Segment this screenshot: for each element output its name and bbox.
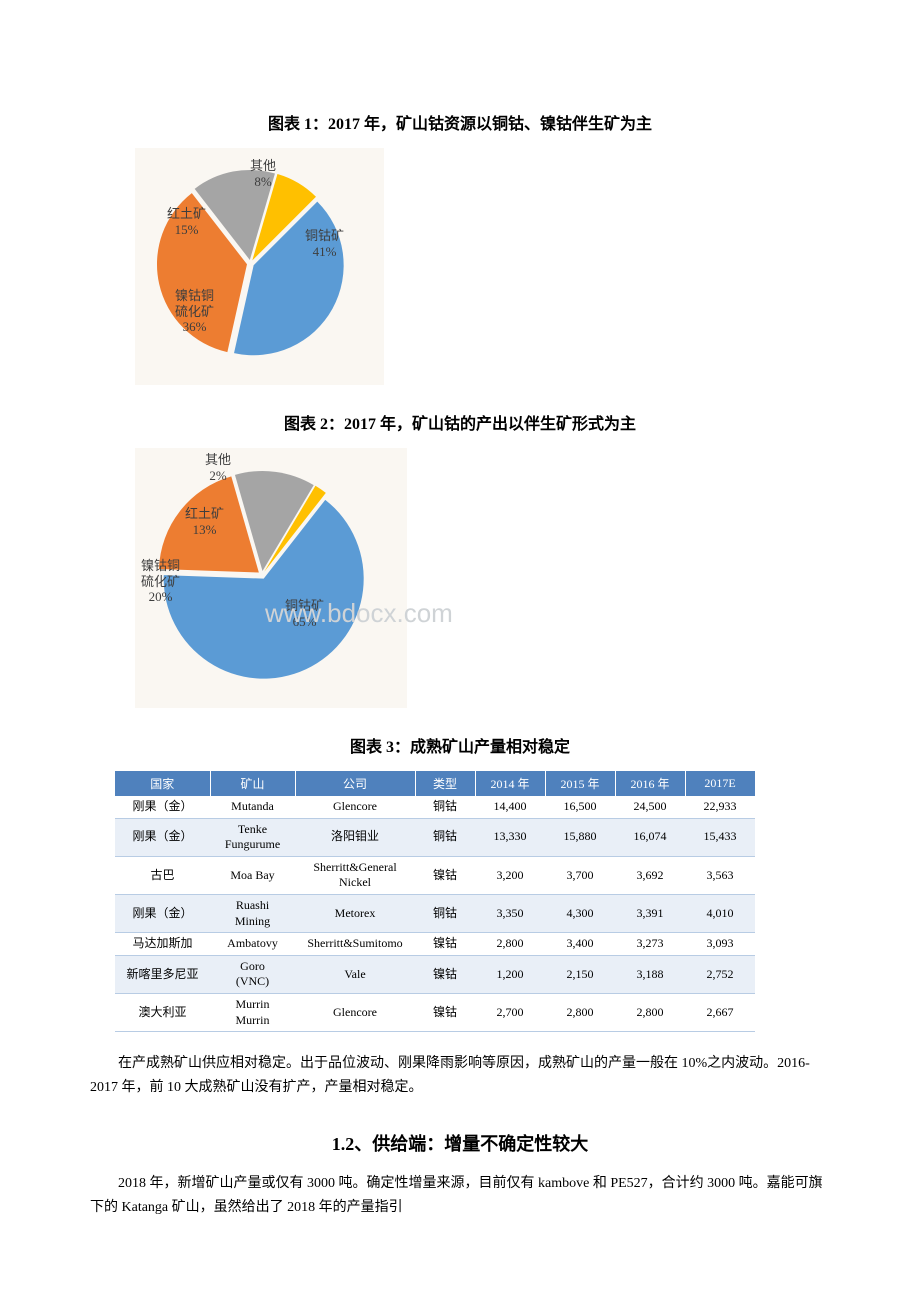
table-cell: 3,563 [685, 856, 755, 894]
table-cell: 3,188 [615, 955, 685, 993]
table-cell: 镍钴 [415, 933, 475, 956]
table-cell: Goro(VNC) [210, 955, 295, 993]
table-cell: 铜钴 [415, 796, 475, 818]
pie-slice-label: 红土矿15% [167, 206, 206, 237]
table-header-cell: 2016 年 [615, 771, 685, 796]
table-header-cell: 2014 年 [475, 771, 545, 796]
table-cell: Glencore [295, 796, 415, 818]
pie-slice-label: 其他8% [250, 158, 276, 189]
table-cell: 4,010 [685, 894, 755, 932]
table-header-cell: 类型 [415, 771, 475, 796]
table-cell: 2,700 [475, 993, 545, 1031]
table-cell: 3,692 [615, 856, 685, 894]
table-cell: 3,400 [545, 933, 615, 956]
table-cell: 4,300 [545, 894, 615, 932]
table-cell: 刚果（金） [115, 796, 210, 818]
pie-slice-label: 其他2% [205, 452, 231, 483]
chart1-pie: 铜钴矿41% 镍钴铜硫化矿36% 红土矿15% 其他8% [135, 148, 384, 385]
paragraph-2: 2018 年，新增矿山产量或仅有 3000 吨。确定性增量来源，目前仅有 kam… [90, 1172, 830, 1220]
table-cell: Ambatovy [210, 933, 295, 956]
table-cell: 2,800 [545, 993, 615, 1031]
chart1-container: 铜钴矿41% 镍钴铜硫化矿36% 红土矿15% 其他8% [135, 148, 830, 390]
table-row: 刚果（金）MutandaGlencore铜钴14,40016,50024,500… [115, 796, 755, 818]
chart2-container: 铜钴矿65%镍钴铜硫化矿20%红土矿13%其他2%www.bdocx.com [135, 448, 830, 713]
pie-slice-label: 镍钴铜硫化矿36% [175, 288, 214, 335]
table-cell: Moa Bay [210, 856, 295, 894]
table-cell: RuashiMining [210, 894, 295, 932]
pie-slice-label: 铜钴矿65% [285, 598, 324, 629]
table-cell: 2,800 [615, 993, 685, 1031]
table-cell: 15,880 [545, 818, 615, 856]
table-cell: 16,074 [615, 818, 685, 856]
table-cell: TenkeFungurume [210, 818, 295, 856]
table-cell: 3,273 [615, 933, 685, 956]
table-row: 刚果（金）RuashiMiningMetorex铜钴3,3504,3003,39… [115, 894, 755, 932]
chart2-pie: 铜钴矿65%镍钴铜硫化矿20%红土矿13%其他2%www.bdocx.com [135, 448, 407, 708]
table-cell: 2,667 [685, 993, 755, 1031]
table-cell: MurrinMurrin [210, 993, 295, 1031]
table-cell: 镍钴 [415, 856, 475, 894]
table-cell: 2,150 [545, 955, 615, 993]
table-header-cell: 国家 [115, 771, 210, 796]
table-cell: 镍钴 [415, 993, 475, 1031]
table-cell: 3,700 [545, 856, 615, 894]
table-cell: 3,391 [615, 894, 685, 932]
table-row: 澳大利亚MurrinMurrinGlencore镍钴2,7002,8002,80… [115, 993, 755, 1031]
table-cell: 洛阳钼业 [295, 818, 415, 856]
table-cell: Sherritt&GeneralNickel [295, 856, 415, 894]
table-cell: 13,330 [475, 818, 545, 856]
pie-slice-label: 镍钴铜硫化矿20% [141, 558, 180, 605]
table-cell: 镍钴 [415, 955, 475, 993]
table-cell: 铜钴 [415, 818, 475, 856]
table-cell: Sherritt&Sumitomo [295, 933, 415, 956]
table-cell: 15,433 [685, 818, 755, 856]
chart3-title: 图表 3：成熟矿山产量相对稳定 [90, 733, 830, 757]
table-row: 刚果（金）TenkeFungurume洛阳钼业铜钴13,33015,88016,… [115, 818, 755, 856]
table-cell: 22,933 [685, 796, 755, 818]
table-cell: 刚果（金） [115, 894, 210, 932]
table-cell: 2,800 [475, 933, 545, 956]
table-cell: 澳大利亚 [115, 993, 210, 1031]
chart2-title: 图表 2：2017 年，矿山钴的产出以伴生矿形式为主 [90, 410, 830, 434]
chart3-table-wrap: 国家矿山公司类型2014 年2015 年2016 年2017E刚果（金）Muta… [115, 771, 830, 1032]
table-cell: 3,350 [475, 894, 545, 932]
section-title-1-2: 1.2、供给端：增量不确定性较大 [90, 1130, 830, 1156]
chart3-table: 国家矿山公司类型2014 年2015 年2016 年2017E刚果（金）Muta… [115, 771, 756, 1032]
pie-slice-label: 铜钴矿41% [305, 228, 344, 259]
table-row: 马达加斯加AmbatovySherritt&Sumitomo镍钴2,8003,4… [115, 933, 755, 956]
table-header-cell: 矿山 [210, 771, 295, 796]
table-cell: 新喀里多尼亚 [115, 955, 210, 993]
table-cell: Glencore [295, 993, 415, 1031]
table-cell: 3,093 [685, 933, 755, 956]
table-cell: 1,200 [475, 955, 545, 993]
table-header-cell: 2015 年 [545, 771, 615, 796]
table-row: 古巴Moa BaySherritt&GeneralNickel镍钴3,2003,… [115, 856, 755, 894]
table-cell: 16,500 [545, 796, 615, 818]
table-cell: 2,752 [685, 955, 755, 993]
table-cell: 24,500 [615, 796, 685, 818]
table-header-cell: 2017E [685, 771, 755, 796]
table-cell: 3,200 [475, 856, 545, 894]
table-row: 新喀里多尼亚Goro(VNC)Vale镍钴1,2002,1503,1882,75… [115, 955, 755, 993]
table-cell: 14,400 [475, 796, 545, 818]
table-cell: 古巴 [115, 856, 210, 894]
table-cell: Mutanda [210, 796, 295, 818]
paragraph-1: 在产成熟矿山供应相对稳定。出于品位波动、刚果降雨影响等原因，成熟矿山的产量一般在… [90, 1052, 830, 1100]
table-header-cell: 公司 [295, 771, 415, 796]
table-cell: 刚果（金） [115, 818, 210, 856]
table-cell: 马达加斯加 [115, 933, 210, 956]
table-cell: Metorex [295, 894, 415, 932]
table-cell: Vale [295, 955, 415, 993]
chart1-title: 图表 1：2017 年，矿山钴资源以铜钴、镍钴伴生矿为主 [90, 110, 830, 134]
table-cell: 铜钴 [415, 894, 475, 932]
pie-slice-label: 红土矿13% [185, 506, 224, 537]
